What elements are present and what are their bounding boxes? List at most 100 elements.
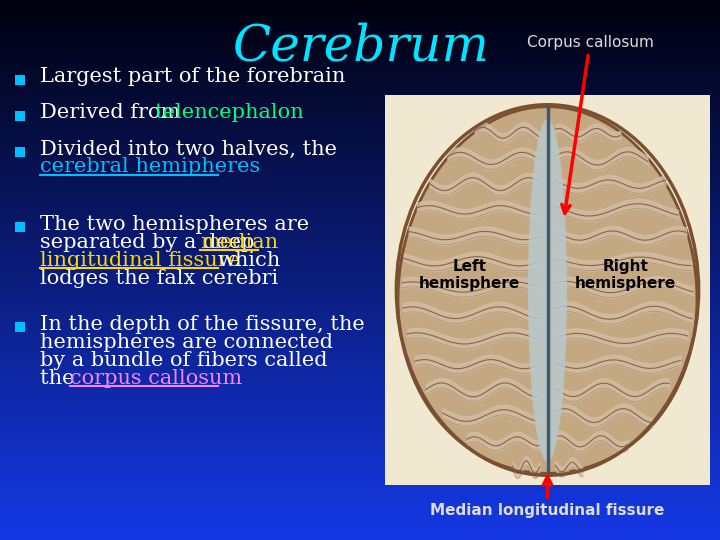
Polygon shape xyxy=(0,5,720,6)
Polygon shape xyxy=(0,150,720,151)
Polygon shape xyxy=(0,250,720,251)
Polygon shape xyxy=(0,71,720,72)
Polygon shape xyxy=(0,148,720,149)
Polygon shape xyxy=(0,394,720,395)
Polygon shape xyxy=(0,25,720,26)
Polygon shape xyxy=(0,146,720,147)
Polygon shape xyxy=(0,141,720,142)
Polygon shape xyxy=(0,487,720,488)
Text: which: which xyxy=(218,252,282,271)
Text: In the depth of the fissure, the: In the depth of the fissure, the xyxy=(40,314,365,334)
Polygon shape xyxy=(0,294,720,295)
Polygon shape xyxy=(0,449,720,450)
Polygon shape xyxy=(0,169,720,170)
Polygon shape xyxy=(0,443,720,444)
Polygon shape xyxy=(0,168,720,169)
Polygon shape xyxy=(0,468,720,469)
Polygon shape xyxy=(0,0,720,1)
Polygon shape xyxy=(0,286,720,287)
Polygon shape xyxy=(0,459,720,460)
Polygon shape xyxy=(0,427,720,428)
Polygon shape xyxy=(0,312,720,313)
Polygon shape xyxy=(0,499,720,500)
Polygon shape xyxy=(0,19,720,20)
Polygon shape xyxy=(0,348,720,349)
Polygon shape xyxy=(0,137,720,138)
Polygon shape xyxy=(0,470,720,471)
Polygon shape xyxy=(0,368,720,369)
Polygon shape xyxy=(0,118,720,119)
Polygon shape xyxy=(0,442,720,443)
Polygon shape xyxy=(0,413,720,414)
Polygon shape xyxy=(0,378,720,379)
Polygon shape xyxy=(0,209,720,210)
Polygon shape xyxy=(0,9,720,10)
Text: Left
hemisphere: Left hemisphere xyxy=(419,259,520,291)
Polygon shape xyxy=(0,407,720,408)
Polygon shape xyxy=(0,401,720,402)
Polygon shape xyxy=(0,86,720,87)
Polygon shape xyxy=(0,256,720,257)
Polygon shape xyxy=(0,268,720,269)
Polygon shape xyxy=(0,444,720,445)
Polygon shape xyxy=(0,346,720,347)
Polygon shape xyxy=(0,259,720,260)
Polygon shape xyxy=(0,434,720,435)
Polygon shape xyxy=(0,194,720,195)
Polygon shape xyxy=(0,493,720,494)
Polygon shape xyxy=(0,534,720,535)
Polygon shape xyxy=(0,318,720,319)
Polygon shape xyxy=(0,481,720,482)
Polygon shape xyxy=(0,375,720,376)
Polygon shape xyxy=(0,280,720,281)
Polygon shape xyxy=(0,408,720,409)
Polygon shape xyxy=(0,302,720,303)
Polygon shape xyxy=(0,410,720,411)
Polygon shape xyxy=(0,306,720,307)
Polygon shape xyxy=(0,56,720,57)
Polygon shape xyxy=(0,207,720,208)
Polygon shape xyxy=(0,504,720,505)
Polygon shape xyxy=(0,187,720,188)
Polygon shape xyxy=(0,461,720,462)
Polygon shape xyxy=(0,237,720,238)
Polygon shape xyxy=(0,92,720,93)
Polygon shape xyxy=(0,147,720,148)
Polygon shape xyxy=(0,62,720,63)
Polygon shape xyxy=(0,502,720,503)
Polygon shape xyxy=(0,202,720,203)
Polygon shape xyxy=(0,403,720,404)
Polygon shape xyxy=(0,84,720,85)
Polygon shape xyxy=(0,271,720,272)
Polygon shape xyxy=(15,147,25,157)
Polygon shape xyxy=(0,201,720,202)
Polygon shape xyxy=(0,370,720,371)
Polygon shape xyxy=(0,163,720,164)
Polygon shape xyxy=(0,244,720,245)
Polygon shape xyxy=(0,276,720,277)
Polygon shape xyxy=(0,193,720,194)
Polygon shape xyxy=(0,469,720,470)
Polygon shape xyxy=(0,26,720,27)
Polygon shape xyxy=(0,128,720,129)
Polygon shape xyxy=(0,509,720,510)
Polygon shape xyxy=(0,134,720,135)
Polygon shape xyxy=(0,114,720,115)
Polygon shape xyxy=(0,519,720,520)
Polygon shape xyxy=(0,471,720,472)
Polygon shape xyxy=(0,7,720,8)
Polygon shape xyxy=(0,172,720,173)
Polygon shape xyxy=(0,417,720,418)
Polygon shape xyxy=(0,435,720,436)
Polygon shape xyxy=(0,186,720,187)
Polygon shape xyxy=(0,485,720,486)
Polygon shape xyxy=(0,473,720,474)
Polygon shape xyxy=(0,429,720,430)
Polygon shape xyxy=(0,325,720,326)
Polygon shape xyxy=(0,419,720,420)
Polygon shape xyxy=(0,363,720,364)
Polygon shape xyxy=(0,406,720,407)
Polygon shape xyxy=(0,1,720,2)
Polygon shape xyxy=(0,409,720,410)
Polygon shape xyxy=(0,110,720,111)
